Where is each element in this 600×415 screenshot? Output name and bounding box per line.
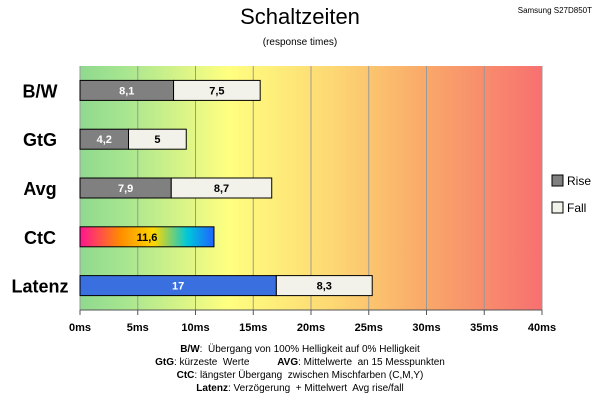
x-tick-label: 40ms xyxy=(528,322,556,334)
x-tick-label: 0ms xyxy=(69,322,91,334)
monitor-model: Samsung S27D850T xyxy=(517,6,592,15)
x-tick-label: 15ms xyxy=(239,322,267,334)
note-line: Latenz: Verzögerung + Mittelwert Avg ris… xyxy=(0,382,600,395)
x-tick-label: 25ms xyxy=(355,322,383,334)
x-tick-labels: 0ms 5ms 10ms 15ms 20ms 25ms 30ms 35ms 40ms xyxy=(69,322,556,334)
category-label: Latenz xyxy=(11,277,68,297)
x-tick-label: 10ms xyxy=(181,322,209,334)
bar-label-fall: 8,3 xyxy=(317,281,332,293)
note-term: AVG xyxy=(277,357,299,368)
bar-fall xyxy=(275,275,373,297)
category-label: GtG xyxy=(23,130,57,150)
x-tick-label: 30ms xyxy=(412,322,440,334)
legend-label: Rise xyxy=(567,174,591,188)
legend-label: Fall xyxy=(567,201,586,215)
category-labels: B/W GtG Avg CtC Latenz xyxy=(11,81,68,296)
bar-label-fall: 5 xyxy=(154,134,160,146)
note-term: CtC xyxy=(176,370,195,381)
note-text: : Übergang von 100% Helligkeit auf 0% He… xyxy=(199,344,420,355)
bar-fall xyxy=(170,177,273,199)
category-label: CtC xyxy=(24,228,56,248)
chart-subtitle: (response times) xyxy=(262,37,338,48)
legend: Rise Fall xyxy=(551,174,591,215)
bars: 8,1 7,5 4,2 5 7,9 8,7 11,6 17 8,3 xyxy=(79,79,373,297)
x-tick-label: 5ms xyxy=(127,322,149,334)
note-term: Latenz xyxy=(196,383,228,394)
bar-label-rise: 11,6 xyxy=(137,232,158,244)
bar-label-rise: 4,2 xyxy=(97,134,112,146)
note-term: GtG xyxy=(155,357,174,368)
note-text: : Verzögerung + Mittelwert Avg rise/fall xyxy=(227,383,404,394)
note-line: B/W: Übergang von 100% Helligkeit auf 0%… xyxy=(0,343,600,356)
x-tick-label: 35ms xyxy=(470,322,498,334)
note-text: : Mittelwerte an 15 Messpunkten xyxy=(298,357,445,368)
legend-swatch xyxy=(551,174,564,187)
bar-fall xyxy=(173,79,261,101)
category-label: Avg xyxy=(23,179,56,199)
category-label: B/W xyxy=(23,81,58,101)
note-term: B/W xyxy=(180,344,200,355)
bar-label-fall: 8,7 xyxy=(214,183,229,195)
note-text: : längster Übergang zwischen Mischfarben… xyxy=(194,370,424,381)
bar-label-rise: 17 xyxy=(172,281,184,293)
note-line: GtG: kürzeste Werte AVG: Mittelwerte an … xyxy=(0,356,600,369)
note-text: : kürzeste Werte xyxy=(174,357,278,368)
bar-label-rise: 7,9 xyxy=(118,183,133,195)
x-tick-label: 20ms xyxy=(297,322,325,334)
bar-fall xyxy=(128,128,187,150)
legend-swatch xyxy=(551,201,564,214)
bar-label-rise: 8,1 xyxy=(119,85,134,97)
chart-title: Schaltzeiten xyxy=(240,4,360,29)
legend-notes: B/W: Übergang von 100% Helligkeit auf 0%… xyxy=(0,343,600,395)
note-line: CtC: längster Übergang zwischen Mischfar… xyxy=(0,369,600,382)
bar-label-fall: 7,5 xyxy=(209,85,224,97)
bar-rise xyxy=(79,226,215,248)
